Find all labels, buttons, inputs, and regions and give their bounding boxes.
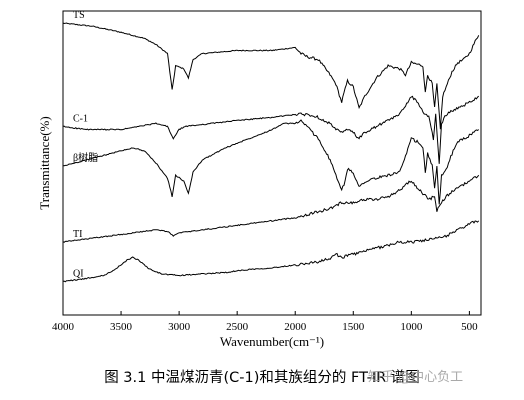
figure-caption: 图 3.1 中温煤沥青(C-1)和其族组分的 FT-IR 谱图 xyxy=(104,370,420,386)
series-label: QI xyxy=(73,269,84,280)
spectra-lines xyxy=(62,22,480,283)
series-line xyxy=(62,119,479,205)
series-line xyxy=(62,22,480,130)
x-axis-ticks: 4000 3500 3000 2500 2000 1500 1000 500 xyxy=(52,311,478,333)
series-label: TI xyxy=(73,229,82,240)
series-line xyxy=(62,95,480,164)
series-line xyxy=(62,174,480,243)
series-label: TS xyxy=(73,10,85,21)
plot-frame xyxy=(62,10,482,316)
x-tick-label: 2500 xyxy=(226,321,249,333)
series-label: C-1 xyxy=(73,114,88,125)
x-tick-label: 4000 xyxy=(52,321,75,333)
x-tick-label: 1500 xyxy=(342,321,365,333)
x-tick-label: 2000 xyxy=(284,321,307,333)
series-label: β树脂 xyxy=(73,151,98,164)
x-axis-label: Wavenumber(cm⁻¹) xyxy=(220,334,324,349)
x-tick-label: 1000 xyxy=(400,321,423,333)
series-line xyxy=(62,220,480,283)
y-axis-label: Transmittance(%) xyxy=(37,116,52,209)
watermark: 知乎 @中心负工 xyxy=(368,370,464,385)
x-tick-label: 3500 xyxy=(110,321,133,333)
x-tick-label: 3000 xyxy=(168,321,191,333)
x-tick-label: 500 xyxy=(461,321,478,333)
series-labels: TS C-1 β树脂 TI QI xyxy=(73,10,98,279)
